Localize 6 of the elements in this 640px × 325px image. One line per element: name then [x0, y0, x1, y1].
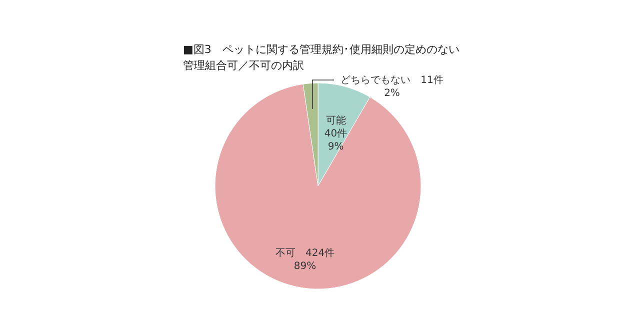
slice-label: 不可 424件 89% — [275, 248, 335, 272]
data-label: 40件 9% — [324, 128, 348, 152]
chart-title: ■図3 ペットに関する管理規約･使用細則の定めのない管理組合可／不可の内訳 — [183, 43, 460, 72]
slice-label: 可能 — [326, 114, 346, 126]
pie-slice — [214, 84, 422, 290]
slice-label: どちらでもない 11件 2% — [340, 75, 444, 99]
